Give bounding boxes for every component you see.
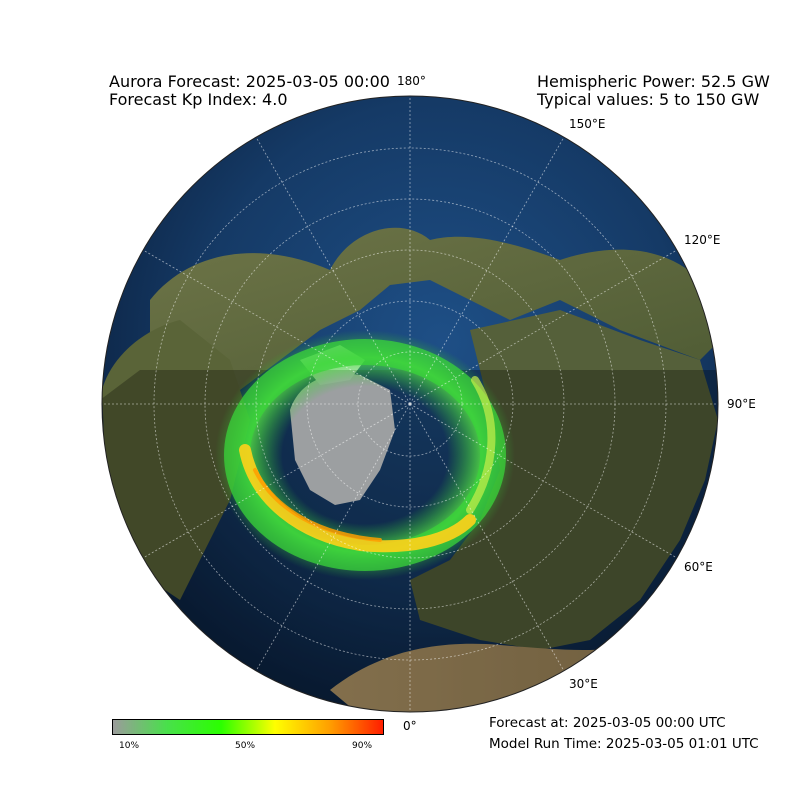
lon-label-120e: 120°E xyxy=(684,233,721,247)
typical-values: Typical values: 5 to 150 GW xyxy=(537,90,760,109)
lon-label-60e: 60°E xyxy=(684,560,713,574)
aurora-oval-intense-band xyxy=(239,444,476,553)
lon-label-150e: 150°E xyxy=(569,117,606,131)
header-left: Aurora Forecast: 2025-03-05 00:00 Foreca… xyxy=(109,73,390,109)
colorbar-tick-90: 90% xyxy=(351,741,373,751)
model-run-time: Model Run Time: 2025-03-05 01:01 UTC xyxy=(489,736,759,752)
longitude-gridlines xyxy=(102,96,718,712)
colorbar-tick-10: 10% xyxy=(118,741,140,751)
lon-label-180: 180° xyxy=(397,74,426,88)
footer: Forecast at: 2025-03-05 00:00 UTC Model … xyxy=(489,713,759,755)
landmass-north-america-asia-top xyxy=(150,227,718,395)
lon-label-90e: 90°E xyxy=(727,397,756,411)
kp-index: Forecast Kp Index: 4.0 xyxy=(109,90,288,109)
colorbar-tick-50: 50% xyxy=(234,741,256,751)
lon-label-0: 0° xyxy=(403,719,417,733)
hemispheric-power: Hemispheric Power: 52.5 GW xyxy=(537,72,770,91)
forecast-at: Forecast at: 2025-03-05 00:00 UTC xyxy=(489,715,726,731)
aurora-oval-east-arc xyxy=(466,376,496,514)
header-right: Hemispheric Power: 52.5 GW Typical value… xyxy=(537,73,770,109)
landmass-west-continent xyxy=(102,320,250,600)
lon-label-30e: 30°E xyxy=(569,677,598,691)
aurora-probability-colorbar xyxy=(112,719,384,735)
globe-outline xyxy=(101,95,719,713)
aurora-oval-peak-band xyxy=(253,468,382,542)
forecast-title: Aurora Forecast: 2025-03-05 00:00 xyxy=(109,72,390,91)
